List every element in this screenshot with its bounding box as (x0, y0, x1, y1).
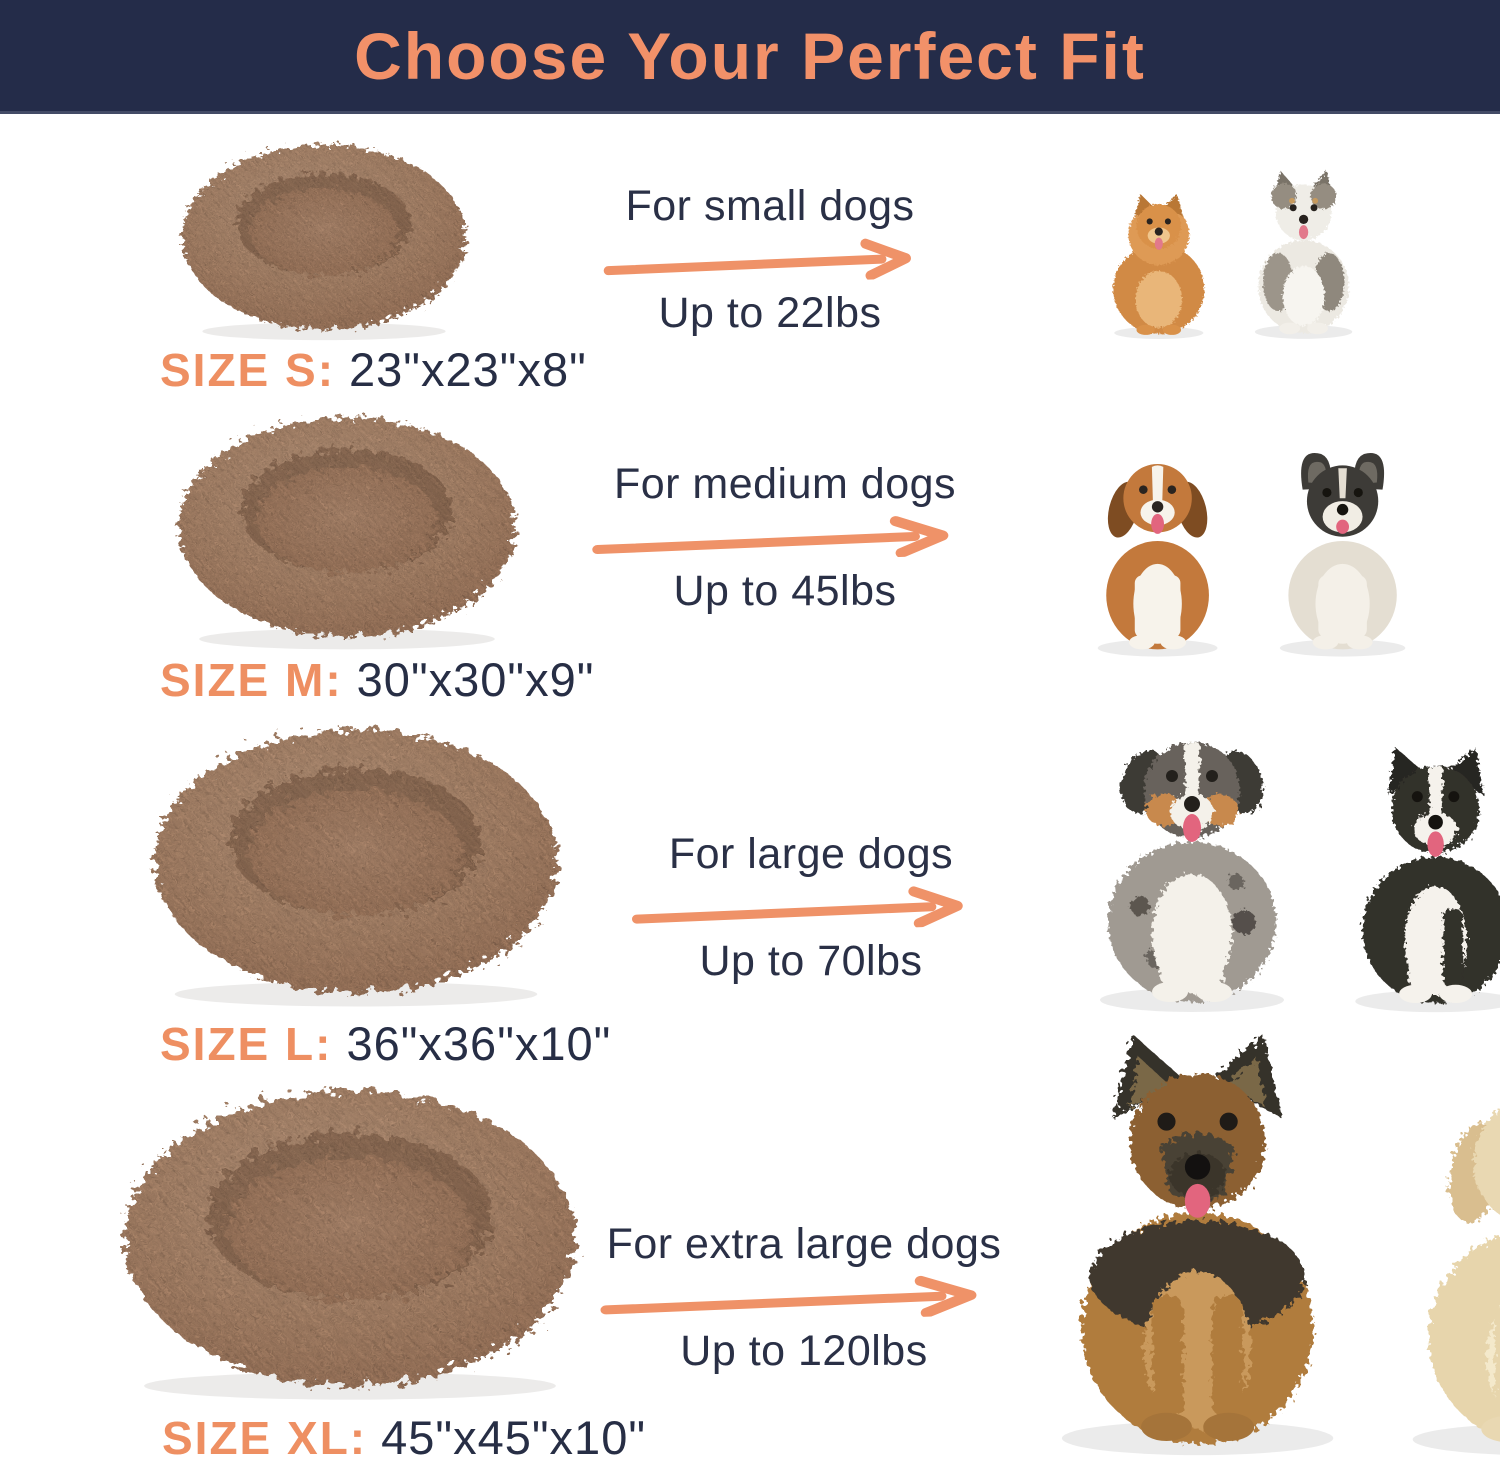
dog-image-border-collie (1355, 747, 1500, 1013)
arrow-right-icon (603, 238, 911, 281)
size-label-s: SIZE S: 23"x23"x8" (160, 342, 587, 397)
dog-image-german-shepherd (1061, 1034, 1334, 1456)
dog-photos-small (1098, 162, 1373, 340)
fit-weight-small-dogs: Up to 22lbs (658, 289, 882, 337)
dog-photos-xlarge (1028, 1030, 1500, 1458)
page-title: Choose Your Perfect Fit (354, 18, 1146, 93)
dog-image-beagle (1097, 463, 1218, 657)
fit-text-small-dogs: For small dogs (625, 182, 915, 230)
fit-info-small: For small dogs Up to 22lbs (600, 182, 940, 338)
size-dimensions-m: 30"x30"x9" (356, 653, 595, 706)
fit-weight-xlarge-dogs: Up to 120lbs (680, 1327, 928, 1375)
size-label-xl: SIZE XL: 45"x45"x10" (162, 1410, 646, 1461)
fit-weight-medium-dogs: Up to 45lbs (673, 567, 897, 615)
arrow-right-icon (600, 1275, 977, 1318)
size-label-l: SIZE L: 36"x36"x10" (160, 1016, 611, 1071)
arrow-right-icon (592, 516, 949, 558)
fit-info-large: For large dogs Up to 70lbs (628, 830, 994, 986)
fit-info-xlarge: For extra large dogs Up to 120lbs (596, 1220, 1012, 1376)
fit-text-medium-dogs: For medium dogs (613, 460, 957, 508)
bed-image-size-xl (124, 1090, 576, 1400)
dog-image-australian-shepherd (1100, 742, 1284, 1012)
bed-image-size-l (154, 729, 558, 1007)
dog-photos-large (1072, 712, 1500, 1014)
arrow-right-icon (631, 886, 963, 929)
dog-photos-medium (1072, 440, 1428, 658)
dog-image-french-bulldog (1280, 452, 1406, 657)
size-dimensions-s: 23"x23"x8" (349, 343, 587, 396)
size-dimensions-xl: 45"x45"x10" (381, 1411, 647, 1461)
fit-weight-large-dogs: Up to 70lbs (699, 937, 923, 985)
size-key-l: SIZE L: (160, 1018, 333, 1070)
fit-info-medium: For medium dogs Up to 45lbs (588, 460, 982, 616)
fit-text-xlarge-dogs: For extra large dogs (606, 1220, 1002, 1268)
size-key-xl: SIZE XL: (162, 1412, 368, 1461)
bed-image-size-m (178, 417, 516, 650)
dog-image-golden-retriever (1412, 1109, 1500, 1455)
dog-image-biewer-terrier (1254, 170, 1352, 339)
size-label-m: SIZE M: 30"x30"x9" (160, 652, 594, 707)
fit-text-large-dogs: For large dogs (668, 830, 954, 878)
size-key-m: SIZE M: (160, 654, 343, 706)
header-banner: Choose Your Perfect Fit (0, 0, 1500, 114)
size-key-s: SIZE S: (160, 344, 336, 396)
dog-image-pomeranian (1113, 194, 1205, 339)
bed-image-size-s (181, 144, 467, 341)
size-dimensions-l: 36"x36"x10" (346, 1017, 612, 1070)
